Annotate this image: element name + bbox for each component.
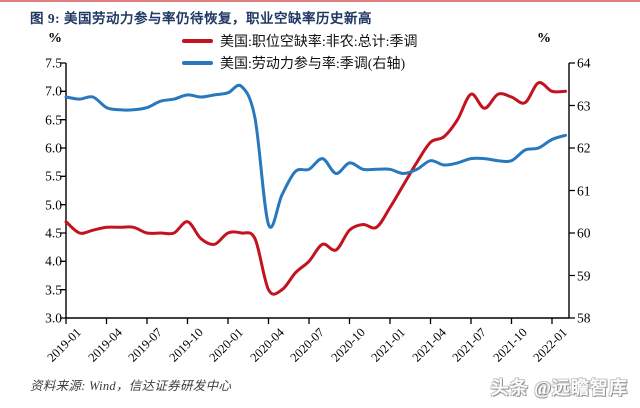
legend-line-swatch xyxy=(182,39,213,43)
source-note: 资料来源: Wind，信达证券研发中心 xyxy=(30,379,232,393)
left-axis-tick-label: 5.0 xyxy=(45,196,62,212)
tick-marks xyxy=(60,62,575,324)
right-axis-tick-label: 60 xyxy=(577,225,591,241)
left-axis-tick-label: 7.0 xyxy=(45,83,62,99)
legend-line-swatch xyxy=(182,61,213,65)
watermark-text: 头条 @远瞻智库 xyxy=(490,378,628,398)
legend-label: 美国:职位空缺率:非农:总计:季调 xyxy=(220,35,418,50)
right-axis-tick-label: 64 xyxy=(577,55,591,71)
left-axis-unit-label: % xyxy=(48,31,62,46)
series-line-0 xyxy=(64,81,567,296)
right-axis-tick-label: 61 xyxy=(577,182,591,198)
left-axis-tick-label: 7.5 xyxy=(45,55,62,71)
left-axis-tick-label: 6.5 xyxy=(45,111,62,127)
right-axis-tick-label: 62 xyxy=(577,140,591,156)
legend-item-0: 美国:职位空缺率:非农:总计:季调 xyxy=(182,31,418,51)
left-axis-tick-label: 5.5 xyxy=(45,168,62,184)
left-axis-tick-label: 4.0 xyxy=(45,253,62,269)
left-axis-tick-label: 6.0 xyxy=(45,140,62,156)
left-axis-tick-label: 4.5 xyxy=(45,225,62,241)
right-axis-tick-label: 59 xyxy=(577,267,591,283)
right-axis-unit-label: % xyxy=(537,31,551,46)
figure-title: 图 9: 美国劳动力参与率仍待恢复，职业空缺率历史新高 xyxy=(30,11,372,26)
right-axis-tick-label: 58 xyxy=(577,310,591,326)
top-rule-divider xyxy=(0,0,640,2)
left-axis-tick-label: 3.5 xyxy=(45,281,62,297)
right-axis-tick-label: 63 xyxy=(577,97,591,113)
legend-label: 美国:劳动力参与率:季调(右轴) xyxy=(220,57,406,72)
left-axis-tick-label: 3.0 xyxy=(45,310,62,326)
legend-item-1: 美国:劳动力参与率:季调(右轴) xyxy=(182,53,405,73)
series-line-1 xyxy=(64,83,567,229)
